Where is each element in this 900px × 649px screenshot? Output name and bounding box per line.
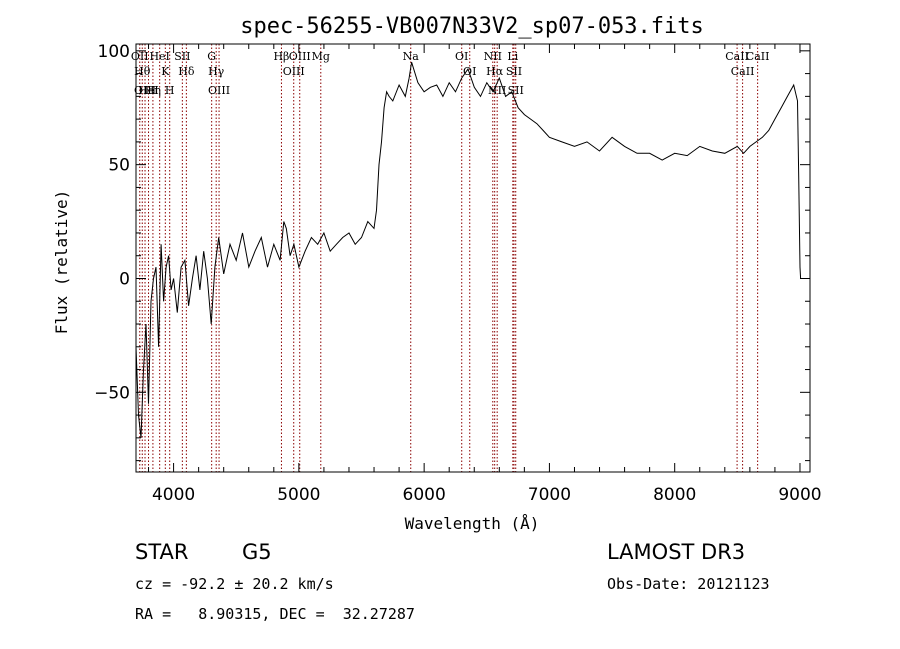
spectral-line-label-26: CaII: [725, 50, 749, 63]
spectral-line-label-27: CaII: [731, 65, 755, 78]
spectral-line-label-2: OIII: [134, 84, 156, 97]
spectral-line-label-22: NII: [488, 84, 506, 97]
spectral-line-label-8: SII: [174, 50, 190, 63]
spectral-line-label-23: Li: [507, 50, 518, 63]
spectral-line-label-19: OI: [463, 65, 476, 78]
object-class: STAR: [135, 540, 189, 564]
plot-frame: [135, 43, 811, 473]
spectral-line-label-11: Hγ: [208, 65, 225, 78]
spectral-line-label-28: CaII: [746, 50, 770, 63]
spectral-line-label-12: OIII: [208, 84, 230, 97]
spectral-line-label-21: Hα: [486, 65, 504, 78]
spectral-line-label-5: HeI: [149, 50, 169, 63]
x-tick-label-1: 5000: [277, 485, 320, 505]
spectral-line-label-10: G: [207, 50, 216, 63]
x-axis-label: Wavelength (Å): [405, 514, 540, 533]
x-tick-label-0: 4000: [152, 485, 195, 505]
redshift-cz: cz = -92.2 ± 20.2 km/s: [135, 575, 334, 593]
spectral-line-label-0: OII: [131, 50, 149, 63]
spectral-line-label-20: NII: [484, 50, 502, 63]
spectrum-chart: spec-56255-VB007N33V2_sp07-053.fits OIIH…: [52, 14, 822, 533]
y-tick-label-0: −50: [94, 383, 130, 403]
x-tick-label-5: 9000: [778, 485, 821, 505]
axis-ticks: 4000 5000 6000 7000 8000 9000 −50 0 50 100: [94, 42, 822, 505]
spectral-line-label-25: SII: [508, 84, 524, 97]
survey-name: LAMOST DR3: [607, 540, 746, 564]
spectral-line-label-16: Mg: [312, 50, 330, 63]
spectral-line-label-18: OI: [455, 50, 468, 63]
spectral-line-label-4: Hη: [145, 84, 161, 97]
spectral-line-label-13: Hβ: [273, 50, 289, 63]
spectral-line-label-17: Na: [403, 50, 420, 63]
x-tick-label-2: 6000: [403, 485, 446, 505]
y-tick-label-2: 50: [108, 156, 130, 176]
ra-dec-coordinates: RA = 8.90315, DEC = 32.27287: [135, 605, 415, 623]
flux-series-line: [135, 62, 802, 438]
spectral-line-label-9: Hδ: [178, 65, 195, 78]
spectral-subclass: G5: [242, 540, 272, 564]
y-axis-label: Flux (relative): [52, 190, 71, 335]
spectral-line-label-7: H: [165, 84, 175, 97]
spectral-line-label-6: K: [161, 65, 170, 78]
x-tick-label-4: 8000: [653, 485, 696, 505]
spectral-line-label-24: SII: [506, 65, 522, 78]
spectral-line-labels: OIIHθOIIIHeIHηHeIKHSIIHδGHγOIIIHβOIIIOII…: [131, 50, 770, 97]
y-tick-label-3: 100: [98, 42, 130, 62]
y-tick-label-1: 0: [119, 269, 130, 289]
spectral-line-label-3: HeI: [138, 84, 158, 97]
spectral-line-label-14: OIII: [283, 65, 305, 78]
chart-title: spec-56255-VB007N33V2_sp07-053.fits: [240, 14, 704, 39]
spectral-line-label-15: OIII: [289, 50, 311, 63]
spectral-line-markers: [139, 44, 759, 472]
spectral-line-label-1: Hθ: [134, 65, 151, 78]
observation-date: Obs-Date: 20121123: [607, 575, 770, 593]
x-tick-label-3: 7000: [528, 485, 571, 505]
